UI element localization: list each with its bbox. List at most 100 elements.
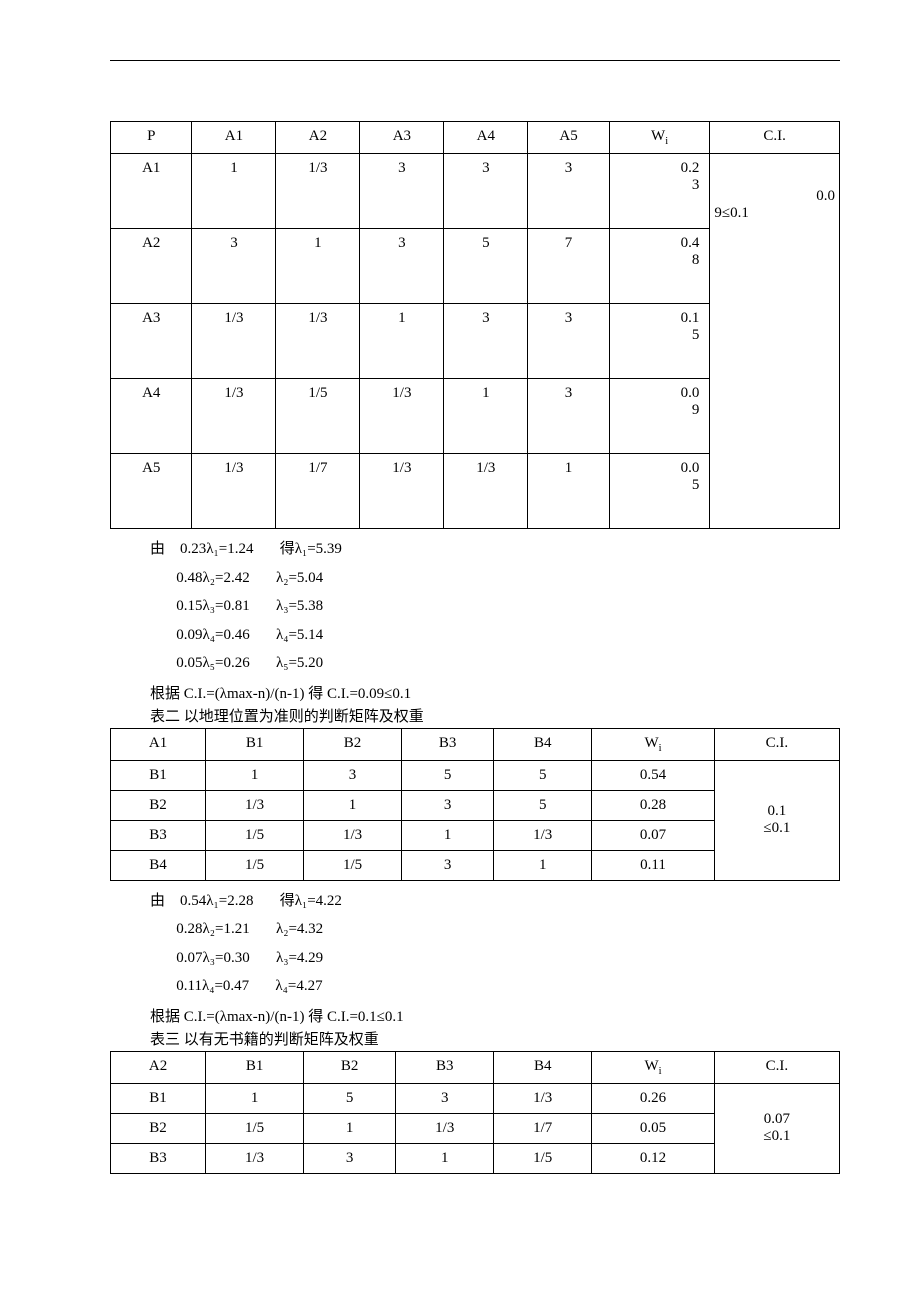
cell: 3 — [528, 379, 609, 454]
hdr: C.I. — [710, 122, 840, 154]
cell: 0.26 — [592, 1083, 715, 1113]
table-2: A1 B1 B2 B3 B4 Wi C.I. B1 1 3 5 5 0.54 0… — [110, 728, 840, 881]
cell: 5 — [494, 760, 592, 790]
cell: 1/3 — [276, 304, 360, 379]
hdr: B4 — [494, 728, 592, 760]
caption-table3: 表三 以有无书籍的判断矩阵及权重 — [150, 1028, 840, 1049]
cell: 3 — [402, 790, 494, 820]
hdr: C.I. — [714, 728, 839, 760]
cell: B1 — [111, 1083, 206, 1113]
cell: 3 — [360, 229, 444, 304]
cell: 1 — [206, 760, 304, 790]
cell: 7 — [528, 229, 609, 304]
calc-block-2: 由 0.54λ₁=2.28 得λ₁=4.22 0.28λ₂=1.21 λ₂=4.… — [150, 887, 840, 1001]
hdr: Wi — [592, 1051, 715, 1083]
cell: A2 — [111, 229, 192, 304]
table-3: A2 B1 B2 B3 B4 Wi C.I. B1 1 5 3 1/3 0.26… — [110, 1051, 840, 1174]
cell: 1 — [444, 379, 528, 454]
cell: 1/3 — [192, 454, 276, 529]
table-row: P A1 A2 A3 A4 A5 Wi C.I. — [111, 122, 840, 154]
cell: 1/3 — [192, 379, 276, 454]
cell: 1/7 — [276, 454, 360, 529]
cell: 5 — [402, 760, 494, 790]
cell: 0.05 — [609, 454, 710, 529]
cell: 0.05 — [592, 1113, 715, 1143]
cell: 1/3 — [276, 154, 360, 229]
cell: B2 — [111, 1113, 206, 1143]
cell: 3 — [304, 1143, 396, 1173]
cell: 0.48 — [609, 229, 710, 304]
cell: 1/3 — [396, 1113, 494, 1143]
cell: 3 — [528, 304, 609, 379]
hdr: B1 — [206, 728, 304, 760]
hdr: A4 — [444, 122, 528, 154]
hdr: Wi — [592, 728, 715, 760]
cell: 5 — [304, 1083, 396, 1113]
cell: 1/7 — [494, 1113, 592, 1143]
cell: 1/5 — [304, 850, 402, 880]
hdr: Wi — [609, 122, 710, 154]
cell: 5 — [494, 790, 592, 820]
ci-cell: 0.07≤0.1 — [714, 1083, 839, 1173]
cell: 1/3 — [206, 1143, 304, 1173]
cell: A3 — [111, 304, 192, 379]
hdr: P — [111, 122, 192, 154]
cell: 1/5 — [494, 1143, 592, 1173]
hdr: B2 — [304, 728, 402, 760]
cell: 1/3 — [304, 820, 402, 850]
cell: 1 — [360, 304, 444, 379]
hdr: B3 — [402, 728, 494, 760]
cell: 1/3 — [494, 820, 592, 850]
cell: 3 — [396, 1083, 494, 1113]
calc1-footer: 根据 C.I.=(λmax-n)/(n-1) 得 C.I.=0.09≤0.1 — [150, 682, 840, 703]
cell: B1 — [111, 760, 206, 790]
cell: 3 — [360, 154, 444, 229]
cell: 0.23 — [609, 154, 710, 229]
cell: 3 — [528, 154, 609, 229]
table-row: B1 1 5 3 1/3 0.26 0.07≤0.1 — [111, 1083, 840, 1113]
ci-cell: 0.09≤0.1 — [710, 154, 840, 529]
cell: 1 — [304, 790, 402, 820]
hdr: A1 — [192, 122, 276, 154]
cell: B3 — [111, 820, 206, 850]
cell: 1 — [528, 454, 609, 529]
cell: A4 — [111, 379, 192, 454]
cell: 0.15 — [609, 304, 710, 379]
cell: 1 — [304, 1113, 396, 1143]
calc2-footer: 根据 C.I.=(λmax-n)/(n-1) 得 C.I.=0.1≤0.1 — [150, 1005, 840, 1026]
cell: 3 — [444, 304, 528, 379]
hdr: B1 — [206, 1051, 304, 1083]
cell: 3 — [444, 154, 528, 229]
table-1: P A1 A2 A3 A4 A5 Wi C.I. A1 1 1/3 3 3 3 … — [110, 121, 840, 529]
hdr: A1 — [111, 728, 206, 760]
cell: 1/3 — [360, 454, 444, 529]
table-row: A1 1 1/3 3 3 3 0.23 0.09≤0.1 — [111, 154, 840, 229]
cell: 1/5 — [206, 850, 304, 880]
hdr: A2 — [276, 122, 360, 154]
hdr: B4 — [494, 1051, 592, 1083]
hdr: A2 — [111, 1051, 206, 1083]
ci-cell: 0.1≤0.1 — [714, 760, 839, 880]
cell: 3 — [192, 229, 276, 304]
hdr: C.I. — [714, 1051, 839, 1083]
cell: 1 — [396, 1143, 494, 1173]
cell: 1/5 — [276, 379, 360, 454]
hdr: A5 — [528, 122, 609, 154]
cell: 3 — [304, 760, 402, 790]
cell: 1 — [276, 229, 360, 304]
cell: 0.11 — [592, 850, 715, 880]
cell: A5 — [111, 454, 192, 529]
calc-block-1: 由 0.23λ₁=1.24 得λ₁=5.39 0.48λ₂=2.42 λ₂=5.… — [150, 535, 840, 678]
cell: 0.54 — [592, 760, 715, 790]
hdr: B3 — [396, 1051, 494, 1083]
cell: 1 — [402, 820, 494, 850]
cell: 1/5 — [206, 820, 304, 850]
table-row: A1 B1 B2 B3 B4 Wi C.I. — [111, 728, 840, 760]
caption-table2: 表二 以地理位置为准则的判断矩阵及权重 — [150, 705, 840, 726]
page-divider — [110, 60, 840, 61]
table-row: A2 B1 B2 B3 B4 Wi C.I. — [111, 1051, 840, 1083]
cell: 1 — [192, 154, 276, 229]
cell: 1/3 — [360, 379, 444, 454]
cell: 0.07 — [592, 820, 715, 850]
cell: B2 — [111, 790, 206, 820]
